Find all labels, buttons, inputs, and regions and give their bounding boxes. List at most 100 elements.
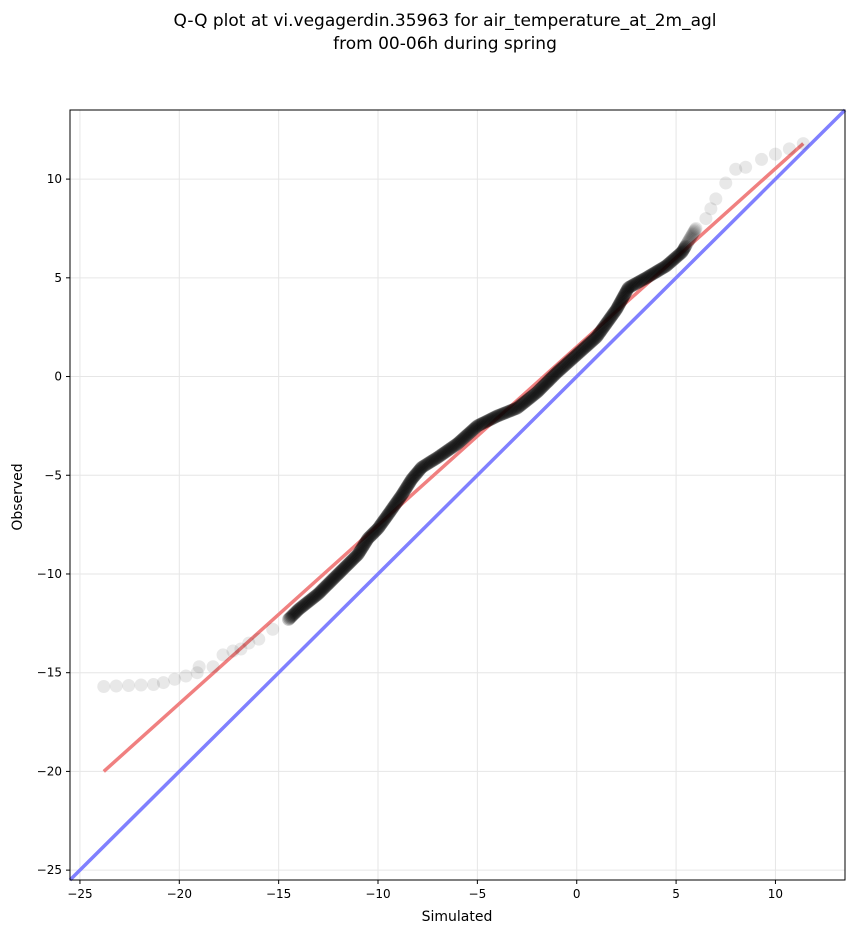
data-point	[109, 679, 123, 693]
data-point	[507, 402, 521, 416]
data-point	[303, 594, 317, 608]
data-point	[782, 142, 796, 156]
data-point	[580, 338, 594, 352]
data-point	[316, 582, 330, 596]
data-point	[292, 603, 306, 617]
data-point	[305, 592, 319, 606]
data-point	[535, 380, 549, 394]
data-point	[284, 610, 298, 624]
data-point	[234, 642, 248, 656]
data-point	[579, 339, 593, 353]
data-point	[640, 270, 654, 284]
data-point	[502, 404, 516, 418]
data-point	[338, 560, 352, 574]
data-point	[400, 479, 414, 493]
data-point	[501, 405, 515, 419]
data-point	[561, 355, 575, 369]
data-point	[613, 295, 627, 309]
data-point	[457, 431, 471, 445]
data-point	[428, 452, 442, 466]
data-point	[441, 443, 455, 457]
data-point	[378, 512, 392, 526]
data-point	[537, 378, 551, 392]
data-point	[345, 553, 359, 567]
data-point	[679, 239, 693, 253]
y-tick-label: −20	[37, 764, 62, 778]
data-point	[578, 340, 592, 354]
data-point	[674, 246, 688, 260]
y-tick-label: −15	[37, 666, 62, 680]
data-point	[418, 458, 432, 472]
data-point	[426, 454, 440, 468]
data-point	[298, 597, 312, 611]
data-point	[290, 604, 304, 618]
data-point	[360, 533, 374, 547]
data-point	[335, 563, 349, 577]
x-tick-label: 5	[672, 887, 680, 901]
data-point	[558, 358, 572, 372]
data-point	[719, 176, 733, 190]
data-point	[570, 348, 584, 362]
data-point	[755, 152, 769, 166]
data-point	[392, 491, 406, 505]
data-point	[379, 510, 393, 524]
data-point	[521, 392, 535, 406]
data-point	[619, 286, 633, 300]
y-tick-label: −5	[44, 468, 62, 482]
data-point	[337, 561, 351, 575]
data-point	[439, 445, 453, 459]
data-point	[375, 516, 389, 530]
data-point	[330, 568, 344, 582]
data-point	[405, 472, 419, 486]
data-point	[445, 441, 459, 455]
data-point	[168, 672, 182, 686]
data-point	[549, 367, 563, 381]
data-point	[547, 369, 561, 383]
data-point	[796, 137, 810, 151]
data-point	[412, 464, 426, 478]
data-point	[483, 413, 497, 427]
data-point	[651, 264, 665, 278]
data-point	[709, 192, 723, 206]
data-point	[627, 277, 641, 291]
data-point	[534, 381, 548, 395]
data-point	[358, 536, 372, 550]
data-point	[370, 523, 384, 537]
data-point	[372, 520, 386, 534]
data-point	[566, 352, 580, 366]
data-point	[390, 495, 404, 509]
data-point	[373, 519, 387, 533]
chart-title-line-2: from 00-06h during spring	[333, 34, 557, 54]
data-point	[386, 501, 400, 515]
data-point	[605, 308, 619, 322]
data-point	[341, 557, 355, 571]
data-point	[179, 669, 193, 683]
data-point	[319, 579, 333, 593]
data-point	[122, 679, 136, 693]
grid	[70, 110, 845, 880]
data-point	[348, 550, 362, 564]
data-point	[304, 593, 318, 607]
data-point	[496, 407, 510, 421]
data-point	[586, 333, 600, 347]
data-point	[673, 247, 687, 261]
data-point	[600, 316, 614, 330]
data-point	[575, 343, 589, 357]
data-point	[630, 276, 644, 290]
data-point	[683, 232, 697, 246]
data-point	[464, 425, 478, 439]
data-point	[657, 260, 671, 274]
data-point	[512, 399, 526, 413]
axis-ticks: −25 −20 −15 −10 −5 0 5 10 −25 −20 −15 −10 −5 0 5 10	[37, 172, 783, 901]
data-point	[226, 644, 240, 658]
data-point	[571, 347, 585, 361]
data-point	[522, 391, 536, 405]
data-point	[397, 484, 411, 498]
data-point	[156, 676, 170, 690]
data-point	[434, 448, 448, 462]
data-point	[688, 223, 702, 237]
data-point	[362, 530, 376, 544]
data-point	[739, 160, 753, 174]
data-point	[446, 440, 460, 454]
data-point	[415, 460, 429, 474]
